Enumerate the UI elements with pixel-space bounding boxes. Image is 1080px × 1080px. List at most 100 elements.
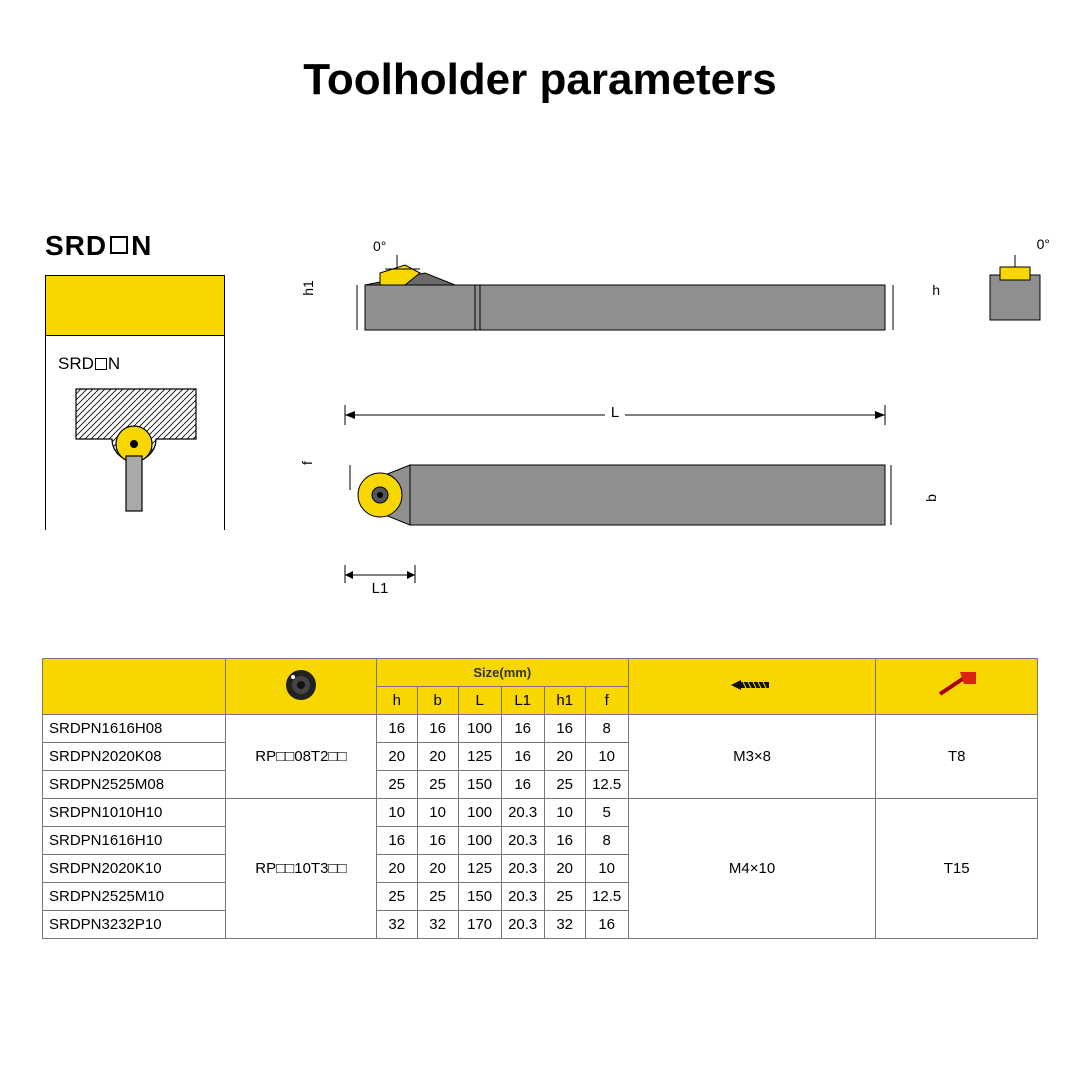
- cell-L: 100: [458, 799, 501, 827]
- type-card-body: SRD N: [46, 336, 224, 531]
- cell-b: 20: [417, 743, 458, 771]
- cell-L1: 16: [501, 715, 544, 743]
- cell-model: SRDPN2525M10: [43, 883, 226, 911]
- cell-f: 5: [585, 799, 628, 827]
- angle-label-2: 0°: [1037, 236, 1050, 252]
- screw-icon: [727, 671, 777, 699]
- cell-h1: 16: [544, 715, 585, 743]
- cell-f: 12.5: [585, 883, 628, 911]
- cell-screw: M4×10: [628, 799, 876, 939]
- cell-model: SRDPN3232P10: [43, 911, 226, 939]
- round-insert-icon: [283, 667, 319, 703]
- cell-wrench: T8: [876, 715, 1038, 799]
- side-view-drawing: [325, 255, 895, 335]
- cell-h1: 10: [544, 799, 585, 827]
- cell-h: 20: [376, 855, 417, 883]
- hdr-screw: [628, 659, 876, 715]
- end-view-drawing: [980, 255, 1050, 325]
- cell-b: 32: [417, 911, 458, 939]
- hdr-model: [43, 659, 226, 715]
- cell-L: 170: [458, 911, 501, 939]
- h1-dim-label: h1: [300, 280, 316, 296]
- hdr-h: h: [376, 687, 417, 715]
- cell-L1: 20.3: [501, 799, 544, 827]
- type-card-label-p1: SRD: [58, 354, 94, 374]
- hdr-insert: [226, 659, 377, 715]
- profile-diagram-icon: [56, 384, 216, 524]
- f-dim-label: f: [299, 461, 315, 465]
- table-row: SRDPN1616H08RP□□08T2□□161610016168M3×8T8: [43, 715, 1038, 743]
- cell-model: SRDPN1616H10: [43, 827, 226, 855]
- cell-L: 100: [458, 715, 501, 743]
- cell-model: SRDPN1010H10: [43, 799, 226, 827]
- type-card-label: SRD N: [58, 354, 120, 374]
- cell-L: 125: [458, 743, 501, 771]
- cell-model: SRDPN2020K10: [43, 855, 226, 883]
- cell-L1: 20.3: [501, 883, 544, 911]
- hdr-b: b: [417, 687, 458, 715]
- cell-b: 25: [417, 771, 458, 799]
- cell-h: 16: [376, 827, 417, 855]
- cell-L1: 16: [501, 771, 544, 799]
- hdr-L: L: [458, 687, 501, 715]
- type-card-header: [46, 276, 224, 336]
- table-row: SRDPN1010H10RP□□10T3□□101010020.3105M4×1…: [43, 799, 1038, 827]
- cell-wrench: T15: [876, 799, 1038, 939]
- cell-h: 10: [376, 799, 417, 827]
- model-code-part1: SRD: [45, 230, 107, 262]
- model-code: SRD N: [45, 230, 152, 262]
- model-code-part2: N: [131, 230, 152, 262]
- cell-b: 25: [417, 883, 458, 911]
- cell-L: 125: [458, 855, 501, 883]
- hdr-wrench: [876, 659, 1038, 715]
- cell-h: 20: [376, 743, 417, 771]
- cell-L: 100: [458, 827, 501, 855]
- cell-b: 16: [417, 827, 458, 855]
- cell-h: 32: [376, 911, 417, 939]
- type-card-label-p2: N: [108, 354, 120, 374]
- cell-b: 16: [417, 715, 458, 743]
- cell-L1: 16: [501, 743, 544, 771]
- cell-f: 10: [585, 743, 628, 771]
- cell-L: 150: [458, 883, 501, 911]
- cell-f: 16: [585, 911, 628, 939]
- cell-insert: RP□□08T2□□: [226, 715, 377, 799]
- cell-h: 25: [376, 771, 417, 799]
- hdr-size-group: Size(mm): [376, 659, 628, 687]
- l-dimension: L: [340, 395, 890, 425]
- cell-f: 12.5: [585, 771, 628, 799]
- cell-h: 16: [376, 715, 417, 743]
- cell-h1: 25: [544, 883, 585, 911]
- cell-h1: 32: [544, 911, 585, 939]
- angle-label: 0°: [373, 238, 386, 254]
- hdr-L1: L1: [501, 687, 544, 715]
- cell-f: 8: [585, 827, 628, 855]
- l1-label: L1: [372, 580, 389, 595]
- placeholder-box-icon: [95, 358, 107, 370]
- cell-L1: 20.3: [501, 827, 544, 855]
- hdr-f: f: [585, 687, 628, 715]
- placeholder-box-icon: [110, 236, 128, 254]
- l-label: L: [611, 404, 619, 421]
- cell-f: 10: [585, 855, 628, 883]
- cell-screw: M3×8: [628, 715, 876, 799]
- cell-model: SRDPN2020K08: [43, 743, 226, 771]
- cell-h: 25: [376, 883, 417, 911]
- cell-insert: RP□□10T3□□: [226, 799, 377, 939]
- cell-b: 10: [417, 799, 458, 827]
- cell-h1: 20: [544, 855, 585, 883]
- cell-h1: 25: [544, 771, 585, 799]
- cell-h1: 20: [544, 743, 585, 771]
- parameter-table: Size(mm) h b L L1 h1 f SR: [42, 658, 1038, 939]
- cell-f: 8: [585, 715, 628, 743]
- cell-L1: 20.3: [501, 911, 544, 939]
- cell-L: 150: [458, 771, 501, 799]
- page-title: Toolholder parameters: [0, 55, 1080, 105]
- h-dim-label: h: [932, 282, 940, 298]
- cell-model: SRDPN2525M08: [43, 771, 226, 799]
- b-dim-label: b: [923, 494, 939, 502]
- torx-key-icon: [934, 670, 980, 700]
- cell-L1: 20.3: [501, 855, 544, 883]
- hdr-h1: h1: [544, 687, 585, 715]
- type-card: SRD N: [45, 275, 225, 530]
